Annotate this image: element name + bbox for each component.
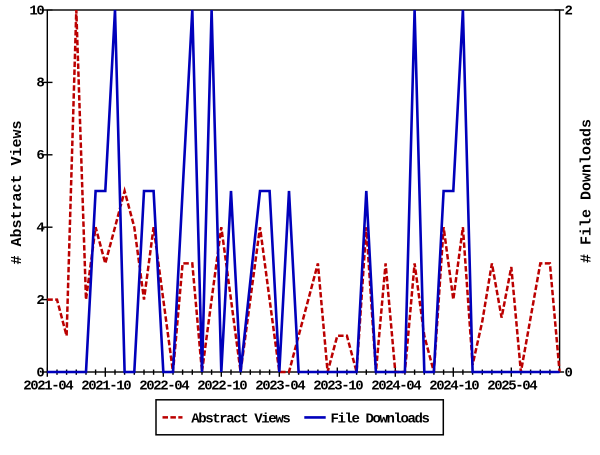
svg-text:# Abstract Views: # Abstract Views (9, 120, 26, 264)
svg-text:2: 2 (36, 293, 44, 309)
svg-text:2022-04: 2022-04 (139, 379, 189, 395)
svg-text:2023-10: 2023-10 (313, 379, 363, 395)
svg-text:0: 0 (36, 365, 44, 381)
svg-text:0: 0 (565, 365, 573, 381)
svg-text:File Downloads: File Downloads (331, 411, 430, 427)
svg-text:2: 2 (565, 3, 573, 19)
svg-text:2023-04: 2023-04 (255, 379, 305, 395)
svg-text:2021-10: 2021-10 (81, 379, 131, 395)
svg-text:2024-10: 2024-10 (429, 379, 479, 395)
svg-text:# File Downloads: # File Downloads (579, 119, 596, 263)
svg-text:2021-04: 2021-04 (23, 379, 73, 395)
svg-text:2025-04: 2025-04 (487, 379, 537, 395)
svg-text:Abstract Views: Abstract Views (191, 411, 290, 427)
svg-text:6: 6 (36, 148, 44, 164)
svg-text:8: 8 (36, 76, 44, 92)
svg-text:2024-04: 2024-04 (371, 379, 421, 395)
svg-text:2022-10: 2022-10 (197, 379, 247, 395)
svg-text:10: 10 (29, 3, 44, 19)
svg-text:4: 4 (36, 221, 44, 237)
